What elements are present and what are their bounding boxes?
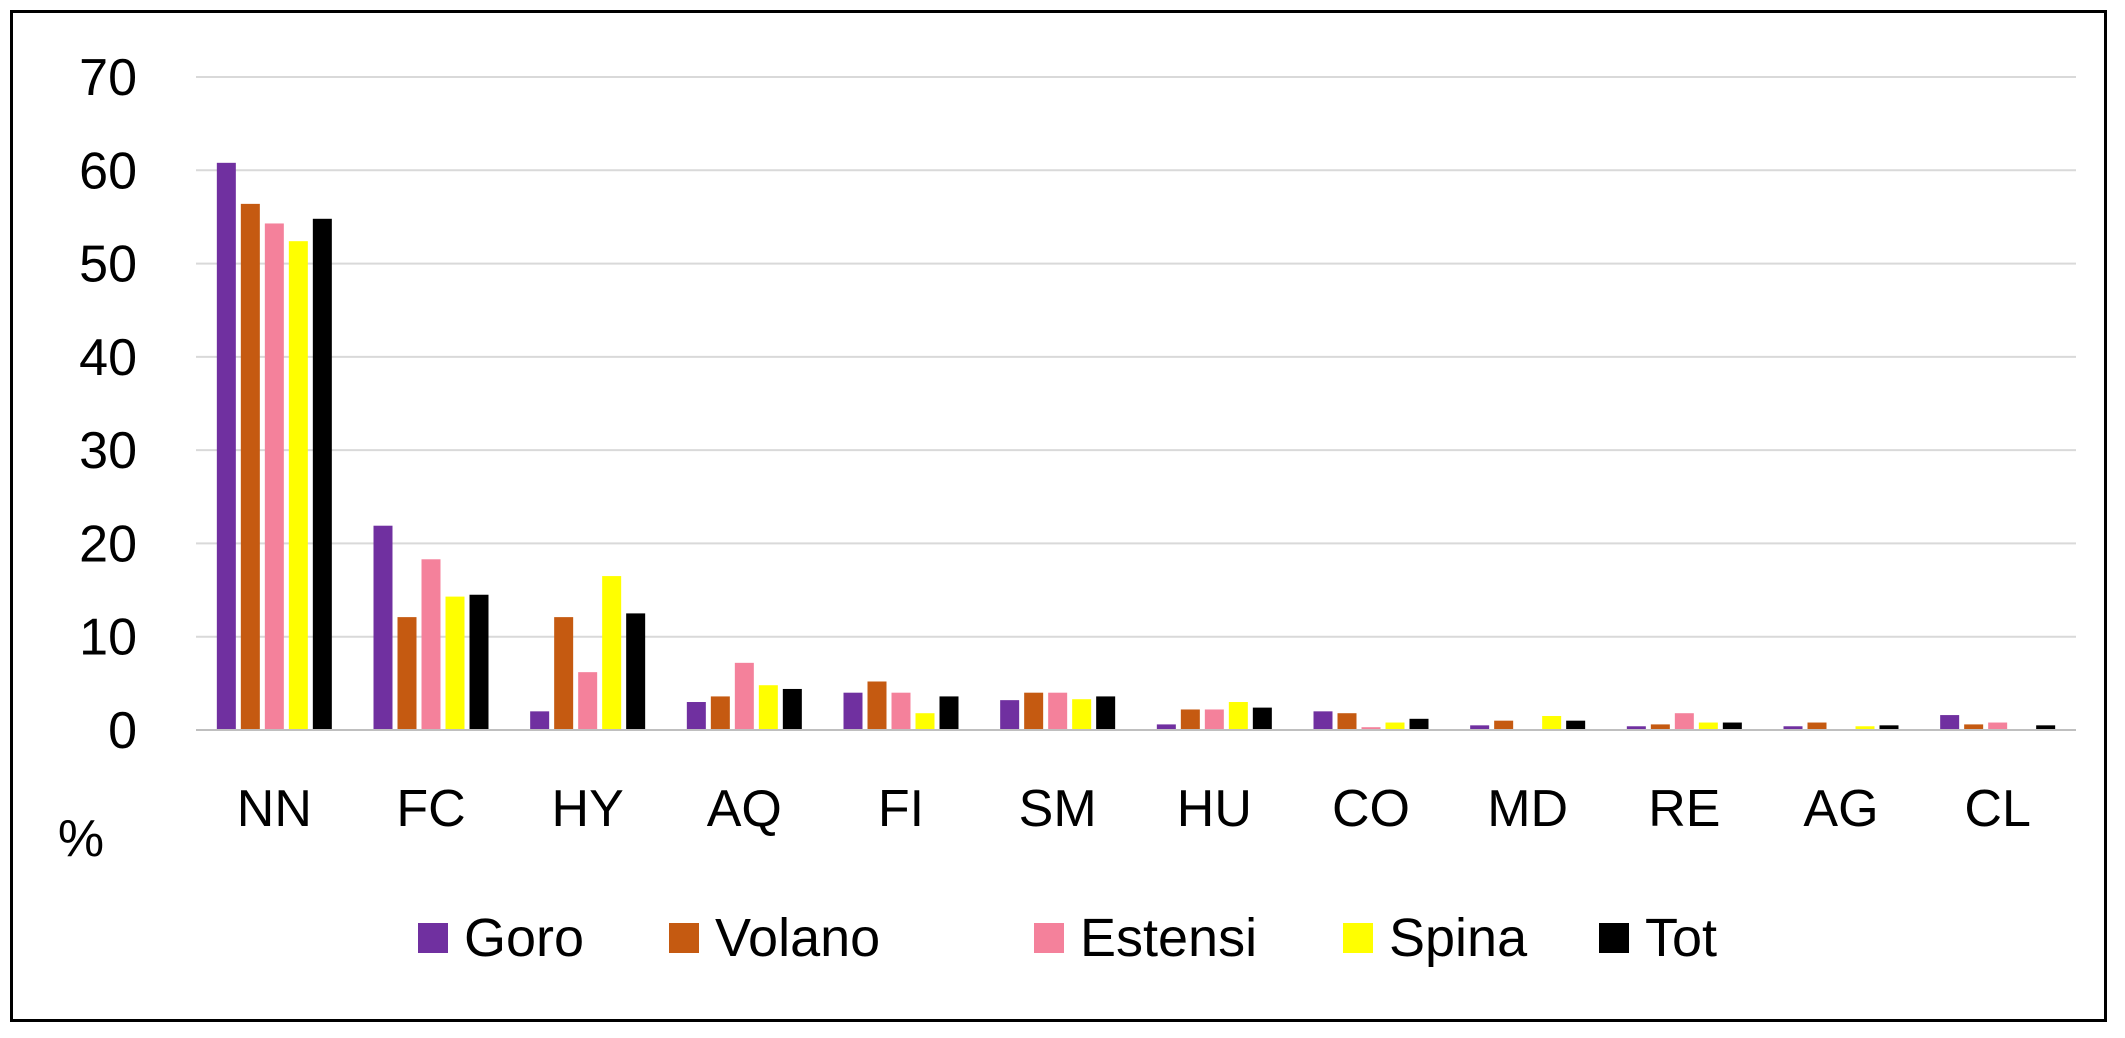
legend-swatch-volano bbox=[669, 923, 699, 953]
bar-volano-md bbox=[1494, 720, 1514, 730]
x-tick-label: CL bbox=[1964, 780, 2030, 838]
bar-volano-fi bbox=[867, 681, 887, 730]
bar-volano-nn bbox=[240, 203, 260, 730]
bar-volano-sm bbox=[1024, 692, 1044, 730]
bar-estensi-sm bbox=[1048, 692, 1068, 730]
bar-goro-fi bbox=[843, 692, 863, 730]
bar-estensi-fi bbox=[891, 692, 911, 730]
legend-label-estensi: Estensi bbox=[1080, 908, 1257, 968]
bar-goro-hu bbox=[1156, 724, 1176, 730]
bar-spina-ag bbox=[1855, 726, 1875, 730]
legend-swatch-tot bbox=[1599, 923, 1629, 953]
legend-label-tot: Tot bbox=[1645, 908, 1717, 968]
y-tick-label: 20 bbox=[79, 515, 137, 573]
bar-tot-hu bbox=[1252, 707, 1272, 730]
y-tick-label: 40 bbox=[79, 329, 137, 387]
bar-spina-hu bbox=[1228, 702, 1248, 730]
x-tick-label: RE bbox=[1648, 780, 1720, 838]
bar-volano-hy bbox=[554, 617, 574, 730]
bar-spina-re bbox=[1698, 722, 1718, 730]
x-tick-label: MD bbox=[1487, 780, 1568, 838]
bar-spina-sm bbox=[1072, 699, 1092, 730]
bar-volano-re bbox=[1650, 724, 1670, 730]
bar-estensi-re bbox=[1674, 713, 1694, 730]
bar-spina-hy bbox=[602, 576, 622, 730]
x-tick-label: CO bbox=[1332, 780, 1410, 838]
x-tick-label: HU bbox=[1177, 780, 1252, 838]
bar-tot-co bbox=[1409, 718, 1429, 730]
x-tick-label: AG bbox=[1803, 780, 1878, 838]
y-tick-label: 0 bbox=[108, 702, 137, 760]
bar-goro-cl bbox=[1940, 715, 1960, 730]
bar-tot-sm bbox=[1096, 696, 1116, 730]
bar-tot-fc bbox=[469, 594, 489, 730]
bar-tot-cl bbox=[2036, 725, 2056, 730]
legend-swatch-estensi bbox=[1034, 923, 1064, 953]
bar-volano-cl bbox=[1964, 724, 1984, 730]
bar-goro-ag bbox=[1783, 726, 1803, 730]
bar-tot-md bbox=[1566, 720, 1586, 730]
bars bbox=[216, 162, 2056, 731]
x-tick-label: NN bbox=[237, 780, 312, 838]
bar-estensi-aq bbox=[734, 662, 754, 730]
x-tick-label: HY bbox=[552, 780, 624, 838]
bar-spina-fi bbox=[915, 713, 935, 730]
y-axis-ticks: 0 10 20 30 40 50 60 70 bbox=[79, 49, 137, 760]
bar-goro-co bbox=[1313, 711, 1333, 730]
bar-tot-hy bbox=[626, 613, 646, 730]
x-tick-label: FI bbox=[878, 780, 924, 838]
bar-goro-fc bbox=[373, 525, 393, 730]
bar-estensi-hu bbox=[1204, 709, 1224, 730]
y-tick-label: 50 bbox=[79, 236, 137, 294]
bar-goro-re bbox=[1626, 726, 1646, 730]
bar-volano-ag bbox=[1807, 722, 1827, 730]
bar-estensi-fc bbox=[421, 559, 441, 730]
chart-frame: 0 10 20 30 40 50 60 70 NN FC HY AQ FI SM HU CO MD RE AG CL… bbox=[10, 10, 2107, 1022]
bar-spina-aq bbox=[758, 685, 778, 730]
bar-tot-aq bbox=[782, 688, 802, 730]
bar-estensi-hy bbox=[578, 672, 598, 730]
x-tick-label: FC bbox=[396, 780, 465, 838]
legend-label-goro: Goro bbox=[464, 908, 584, 968]
bar-estensi-nn bbox=[264, 223, 284, 731]
grouped-bar-chart: 0 10 20 30 40 50 60 70 NN FC HY AQ FI SM HU CO MD RE AG CL… bbox=[58, 49, 2076, 968]
bar-spina-fc bbox=[445, 596, 465, 730]
legend: Goro Volano Estensi Spina Tot bbox=[418, 908, 1717, 968]
bar-spina-md bbox=[1542, 716, 1562, 730]
bar-goro-aq bbox=[686, 702, 706, 730]
bar-volano-hu bbox=[1180, 709, 1200, 730]
x-tick-label: AQ bbox=[707, 780, 782, 838]
bar-goro-nn bbox=[216, 162, 236, 730]
legend-label-volano: Volano bbox=[715, 908, 880, 968]
bar-estensi-cl bbox=[1988, 722, 2008, 730]
y-tick-label: 70 bbox=[79, 49, 137, 107]
bar-volano-fc bbox=[397, 617, 417, 730]
x-tick-label: SM bbox=[1019, 780, 1097, 838]
bar-goro-md bbox=[1470, 725, 1490, 730]
bar-spina-nn bbox=[288, 241, 308, 730]
bar-volano-co bbox=[1337, 713, 1357, 730]
bar-volano-aq bbox=[710, 696, 730, 730]
bar-estensi-co bbox=[1361, 727, 1381, 730]
x-axis-ticks: NN FC HY AQ FI SM HU CO MD RE AG CL bbox=[237, 780, 2031, 838]
legend-label-spina: Spina bbox=[1389, 908, 1528, 968]
legend-swatch-spina bbox=[1343, 923, 1373, 953]
gridlines bbox=[196, 76, 2076, 638]
bar-tot-ag bbox=[1879, 725, 1899, 730]
bar-goro-hy bbox=[530, 711, 550, 730]
bar-tot-nn bbox=[312, 218, 332, 730]
bar-tot-fi bbox=[939, 696, 959, 730]
bar-spina-co bbox=[1385, 722, 1405, 730]
y-tick-label: 60 bbox=[79, 142, 137, 200]
y-axis-label: % bbox=[58, 810, 104, 868]
y-tick-label: 10 bbox=[79, 609, 137, 667]
bar-tot-re bbox=[1722, 722, 1742, 730]
y-tick-label: 30 bbox=[79, 422, 137, 480]
bar-goro-sm bbox=[1000, 700, 1020, 730]
legend-swatch-goro bbox=[418, 923, 448, 953]
